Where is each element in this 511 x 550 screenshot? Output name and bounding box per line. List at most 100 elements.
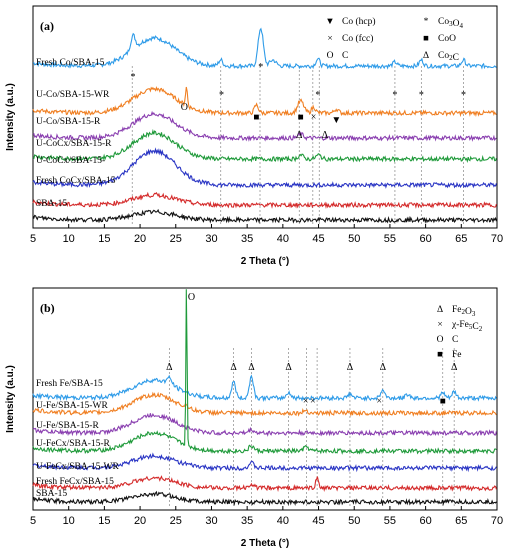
panel-a-xlabel: 2 Theta (°) bbox=[241, 256, 289, 267]
peak-marker: Δ bbox=[285, 362, 292, 373]
legend-symbol: Δ bbox=[437, 305, 443, 315]
peak-marker: * bbox=[315, 90, 320, 101]
series-label: U-Fe/SBA-15-R bbox=[36, 421, 99, 431]
peak-marker: * bbox=[130, 72, 135, 83]
peak-marker: ■ bbox=[298, 112, 304, 123]
panel-b-label: (b) bbox=[40, 301, 55, 315]
series-label: U-CoCx/SBA-15-R bbox=[36, 139, 112, 149]
series-line bbox=[32, 475, 497, 492]
peak-marker: × bbox=[311, 112, 317, 123]
legend-label: Fe bbox=[452, 350, 462, 360]
legend-label: Fe2O3 bbox=[452, 305, 476, 318]
x-tick-label: 10 bbox=[63, 515, 75, 527]
peak-marker: Δ bbox=[347, 362, 354, 373]
legend-label: χ-Fe5C2 bbox=[451, 320, 483, 333]
x-tick-label: 70 bbox=[491, 233, 503, 245]
legend-label: Co3O4 bbox=[438, 17, 463, 30]
x-tick-label: 50 bbox=[348, 233, 360, 245]
legend-symbol: * bbox=[424, 17, 429, 27]
peak-marker: Δ bbox=[322, 130, 329, 141]
legend-label: C bbox=[342, 51, 348, 61]
legend-label: Co2C bbox=[438, 51, 459, 63]
x-tick-label: 40 bbox=[277, 233, 289, 245]
peak-marker: O bbox=[188, 292, 195, 303]
x-tick-label: 60 bbox=[419, 515, 431, 527]
panel-a-ylabel: Intensity (a.u.) bbox=[5, 83, 16, 151]
series-line bbox=[32, 391, 497, 417]
x-tick-label: 35 bbox=[241, 233, 253, 245]
peak-marker: Δ bbox=[451, 362, 458, 373]
legend-symbol: × bbox=[327, 34, 332, 44]
peak-marker: × bbox=[303, 396, 309, 407]
series-line bbox=[32, 85, 497, 118]
series-line bbox=[32, 110, 497, 142]
x-tick-label: 15 bbox=[98, 233, 110, 245]
peak-marker: × bbox=[310, 396, 316, 407]
series-line bbox=[32, 191, 497, 210]
legend-symbol: O bbox=[327, 51, 334, 61]
peak-marker: Δ bbox=[248, 362, 255, 373]
panel-b: (b) Intensity (a.u.) 2 Theta (°) 5 10 15 20… bbox=[5, 287, 503, 549]
panel-a-frame bbox=[32, 5, 498, 229]
x-tick-label: 5 bbox=[30, 515, 36, 527]
series-label: SBA-15 bbox=[36, 199, 67, 209]
panel-a-label: (a) bbox=[40, 19, 54, 33]
peak-marker: * bbox=[258, 62, 263, 73]
x-tick-label: 70 bbox=[491, 515, 503, 527]
peak-marker: × bbox=[376, 396, 382, 407]
x-tick-label: 50 bbox=[348, 515, 360, 527]
series-line bbox=[32, 27, 497, 70]
x-tick-label: 60 bbox=[419, 233, 431, 245]
x-tick-label: 65 bbox=[455, 233, 467, 245]
x-tick-label: 30 bbox=[205, 515, 217, 527]
x-tick-label: 5 bbox=[30, 233, 36, 245]
series-label: SBA-15 bbox=[36, 489, 67, 499]
series-label: Fresh CoCx/SBA-15 bbox=[36, 176, 116, 186]
peak-marker: Δ bbox=[230, 362, 237, 373]
legend-label: CoO bbox=[438, 34, 456, 44]
series-line bbox=[32, 374, 497, 403]
x-tick-label: 40 bbox=[277, 515, 289, 527]
panel-b-legend: Δ Fe2O3 × χ-Fe5C2 O C ■ Fe bbox=[437, 305, 483, 360]
x-tick-label: 20 bbox=[134, 515, 146, 527]
x-tick-label: 65 bbox=[455, 515, 467, 527]
x-tick-label: 35 bbox=[241, 515, 253, 527]
x-tick-label: 10 bbox=[63, 233, 75, 245]
legend-symbol: Δ bbox=[423, 51, 429, 61]
x-tick-label: 30 bbox=[205, 233, 217, 245]
series-label: U-CoCx/SBA-15- bbox=[36, 156, 105, 166]
peak-marker: ■ bbox=[253, 112, 259, 123]
legend-label: Co (fcc) bbox=[342, 33, 373, 44]
panel-b-xlabel: 2 Theta (°) bbox=[241, 538, 289, 549]
series-line bbox=[32, 208, 497, 224]
x-tick-label: 45 bbox=[312, 233, 324, 245]
panel-a: (a) Intensity (a.u.) 2 Theta (°) 5 10 15 20… bbox=[5, 5, 503, 267]
x-tick-label: 25 bbox=[170, 233, 182, 245]
x-tick-label: 25 bbox=[170, 515, 182, 527]
series-line bbox=[32, 147, 497, 189]
peak-marker: ■ bbox=[440, 396, 446, 407]
legend-label: Co (hcp) bbox=[342, 16, 376, 27]
x-tick-label: 45 bbox=[312, 515, 324, 527]
legend-symbol: O bbox=[437, 335, 444, 345]
peak-marker: Δ bbox=[296, 130, 303, 141]
series-label: U-Fe/SBA-15-WR bbox=[36, 401, 108, 411]
x-tick-label: 55 bbox=[384, 233, 396, 245]
series-label: U-Co/SBA-15-R bbox=[36, 117, 101, 127]
peak-marker: ▼ bbox=[331, 115, 341, 126]
legend-symbol: ▼ bbox=[325, 17, 334, 27]
series-label: U-FeCx/SBA-15-R bbox=[36, 439, 111, 449]
panel-a-legend: ▼ Co (hcp) * Co3O4 × Co (fcc) ■ CoO O C Δ Co2C bbox=[325, 16, 463, 63]
peak-marker: * bbox=[392, 90, 397, 101]
x-tick-label: 20 bbox=[134, 233, 146, 245]
series-line bbox=[32, 490, 497, 507]
peak-marker: * bbox=[419, 90, 424, 101]
series-line bbox=[32, 289, 497, 455]
series-label: Fresh Fe/SBA-15 bbox=[36, 379, 103, 389]
series-label: Fresh FeCx/SBA-15 bbox=[36, 477, 114, 487]
peak-marker: * bbox=[461, 90, 466, 101]
series-label: U-Co/SBA-15-WR bbox=[36, 90, 110, 100]
series-label: U-FeCx/SBA-15-WR bbox=[36, 462, 120, 472]
series-label: Fresh Co/SBA-15 bbox=[36, 58, 105, 68]
